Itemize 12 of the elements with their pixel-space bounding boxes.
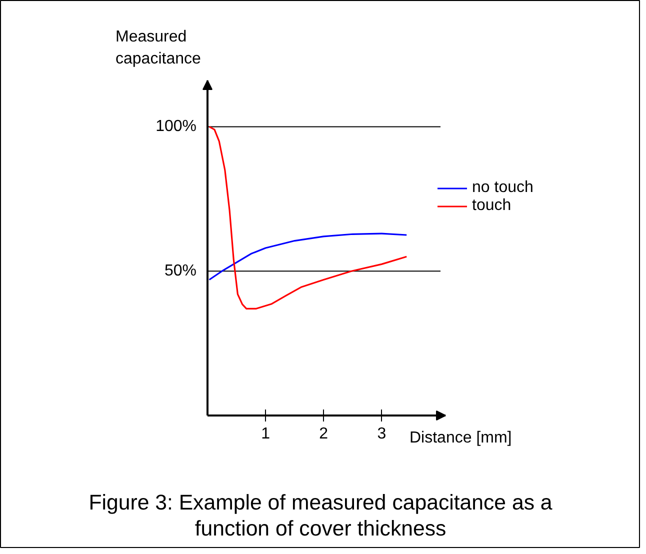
x-tick-label: 1 xyxy=(261,426,270,442)
legend-label: no touch xyxy=(472,179,534,197)
y-tick-label: 50% xyxy=(164,262,197,280)
line-series xyxy=(208,126,408,310)
x-tick-label: 2 xyxy=(319,426,328,442)
y-axis-title: Measured capacitance xyxy=(116,28,201,68)
x-axis-title: Distance [mm] xyxy=(410,430,512,446)
y-tick-label: 100% xyxy=(156,118,196,136)
x-tick-label: 3 xyxy=(377,426,386,442)
legend-label: touch xyxy=(472,197,512,215)
text: Figure 3: Example of measured capacitance as a function of cover thickness xyxy=(88,490,552,540)
line-series xyxy=(208,232,408,281)
